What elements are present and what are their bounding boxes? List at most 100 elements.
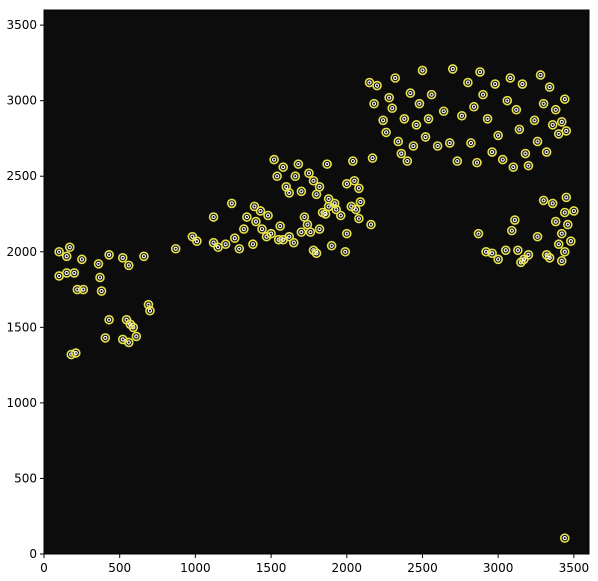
- x-tick-label: 2500: [407, 561, 438, 575]
- data-point: [559, 94, 570, 104]
- data-point: [326, 240, 337, 251]
- data-point: [408, 141, 419, 151]
- data-point: [341, 228, 352, 239]
- data-point-center: [211, 214, 216, 220]
- data-point-center: [241, 226, 246, 232]
- data-point-center: [299, 229, 304, 235]
- data-point-center: [562, 210, 567, 215]
- data-point: [372, 80, 382, 91]
- data-point-center: [79, 257, 84, 262]
- data-point-center: [399, 151, 404, 156]
- data-point: [139, 251, 149, 262]
- data-point: [475, 67, 485, 77]
- data-point-center: [559, 119, 564, 124]
- data-point: [457, 110, 467, 121]
- data-point: [77, 254, 87, 265]
- data-point: [61, 251, 72, 262]
- data-point-center: [223, 242, 228, 247]
- data-point: [308, 175, 319, 186]
- data-point-center: [541, 101, 546, 106]
- x-tick-label: 3000: [483, 561, 514, 575]
- data-point: [505, 73, 516, 83]
- data-point: [478, 89, 488, 100]
- data-point: [569, 206, 579, 216]
- data-point: [269, 154, 279, 165]
- data-point: [220, 239, 231, 250]
- data-point: [70, 348, 81, 358]
- data-point: [466, 138, 476, 148]
- data-point-center: [505, 98, 510, 103]
- x-tick-label: 1500: [256, 561, 287, 575]
- data-point-center: [332, 201, 337, 206]
- data-point-center: [278, 223, 283, 229]
- data-point: [559, 207, 570, 218]
- data-point-center: [64, 270, 69, 276]
- data-point-center: [106, 317, 112, 322]
- data-point: [242, 212, 252, 222]
- data-point-center: [356, 186, 362, 191]
- y-axis: 0 500 1000 1500 2000 2500 3000 3500: [6, 18, 44, 561]
- data-point: [329, 198, 340, 209]
- data-point-center: [383, 130, 389, 135]
- data-point-center: [565, 222, 570, 227]
- data-point: [538, 98, 549, 109]
- axes-frame: [43, 9, 590, 555]
- data-point-center: [299, 189, 304, 194]
- data-point-center: [291, 240, 296, 245]
- data-point: [511, 104, 522, 115]
- data-point-center: [259, 226, 265, 232]
- data-point-center: [420, 68, 425, 73]
- data-point: [322, 159, 332, 169]
- data-point-center: [317, 184, 322, 189]
- y-tick-label: 1000: [6, 396, 37, 410]
- data-point: [469, 101, 479, 112]
- data-point: [95, 272, 105, 283]
- data-point-center: [353, 207, 359, 212]
- data-point-center: [287, 190, 292, 195]
- data-point: [423, 114, 434, 124]
- data-point: [263, 210, 273, 221]
- data-point-center: [96, 261, 101, 267]
- data-point-center: [237, 246, 242, 251]
- data-point-center: [396, 139, 401, 144]
- data-point: [366, 219, 376, 230]
- data-point: [482, 114, 493, 124]
- data-point: [331, 204, 341, 215]
- data-point-center: [564, 195, 569, 200]
- data-point-center: [356, 216, 362, 221]
- data-point: [529, 115, 540, 126]
- data-point: [420, 132, 431, 142]
- data-point: [487, 248, 497, 259]
- data-point-center: [515, 248, 520, 253]
- data-point: [493, 130, 503, 141]
- data-point-center: [390, 106, 395, 111]
- data-point: [493, 254, 503, 265]
- y-tick-label: 3500: [6, 18, 37, 32]
- data-point: [123, 260, 134, 271]
- data-point: [284, 231, 295, 242]
- data-point: [369, 98, 379, 109]
- data-point: [381, 127, 391, 138]
- data-point: [275, 221, 285, 231]
- data-point-center: [471, 104, 477, 109]
- data-point: [553, 239, 564, 250]
- data-point: [432, 141, 443, 151]
- data-point-center: [344, 231, 349, 236]
- data-point-center: [358, 199, 363, 205]
- data-point: [399, 114, 410, 124]
- data-point: [208, 212, 219, 222]
- data-point: [251, 216, 261, 227]
- data-point-center: [571, 208, 577, 214]
- data-point: [348, 156, 358, 166]
- data-point-center: [276, 237, 281, 242]
- data-point-center: [562, 535, 567, 541]
- data-point-center: [532, 118, 537, 123]
- data-point-center: [56, 249, 62, 254]
- data-point-center: [526, 252, 531, 257]
- data-point-center: [368, 222, 374, 227]
- data-point: [143, 299, 154, 310]
- data-point-center: [215, 245, 221, 250]
- data-point-center: [435, 143, 440, 149]
- data-point: [393, 136, 404, 147]
